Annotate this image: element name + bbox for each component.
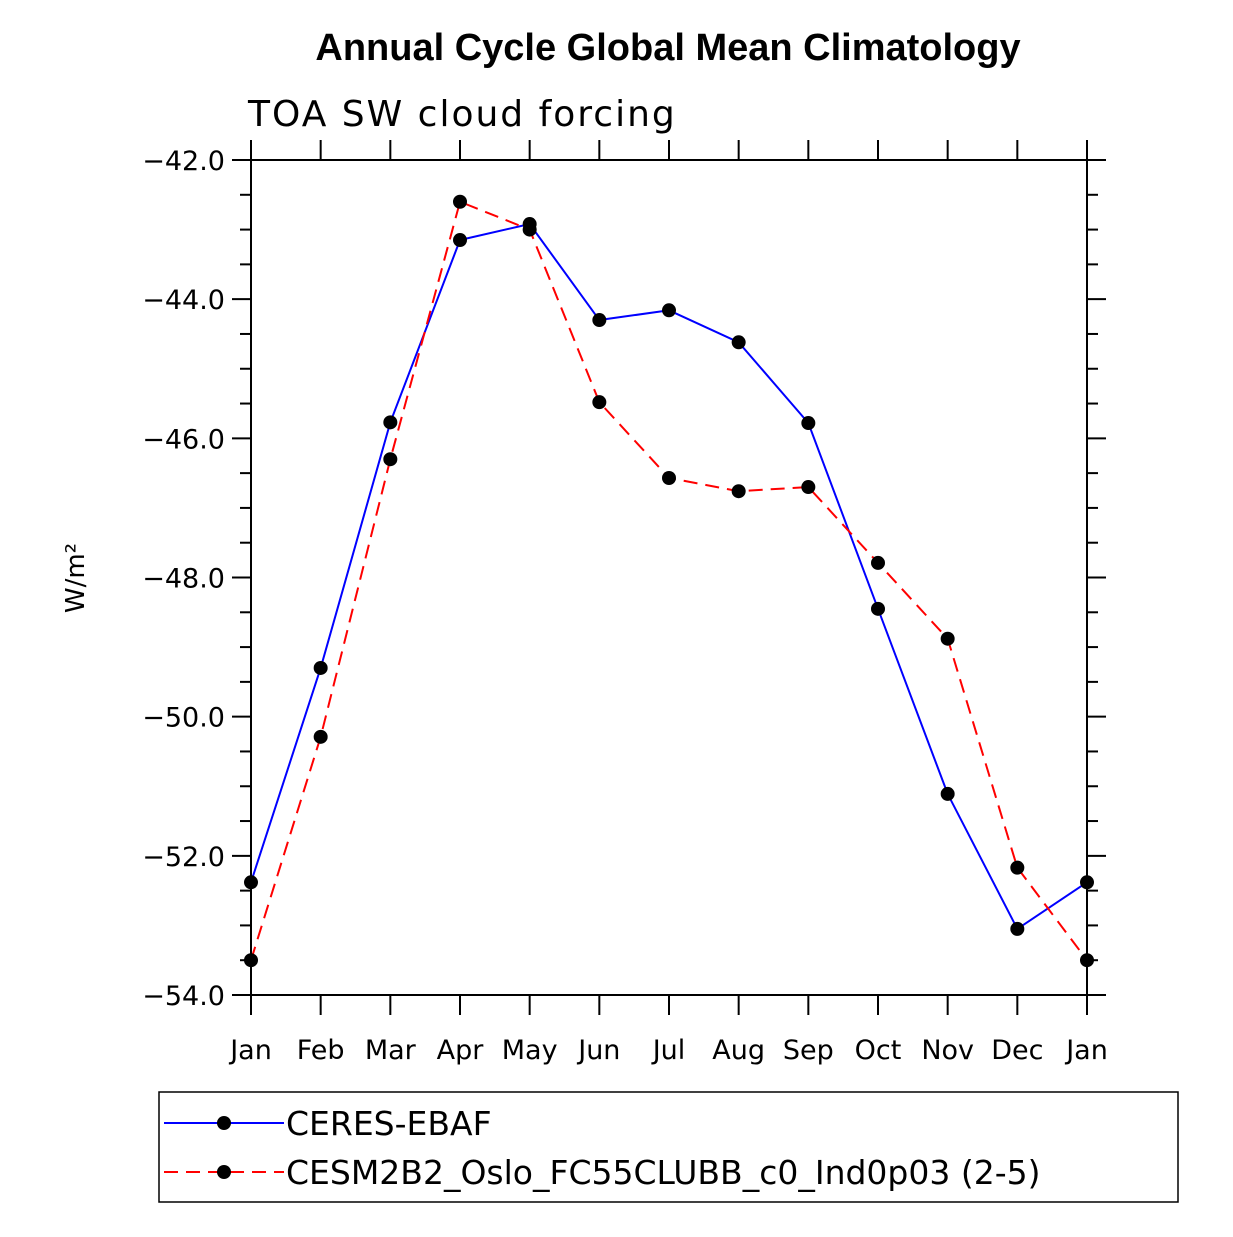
data-point-1 <box>662 470 676 485</box>
y-tick-label: −46.0 <box>142 424 225 455</box>
data-point-0 <box>383 415 398 430</box>
x-tick-label: Jan <box>228 1035 272 1066</box>
data-point-1 <box>731 484 746 499</box>
data-point-1 <box>801 480 816 495</box>
y-axis-label: W/m² <box>61 543 91 613</box>
x-tick-label: Nov <box>921 1035 974 1066</box>
data-point-1 <box>1080 953 1094 968</box>
data-point-0 <box>940 786 955 801</box>
data-point-1 <box>522 222 537 237</box>
data-point-0 <box>453 233 467 248</box>
data-point-1 <box>244 953 258 968</box>
data-point-0 <box>1010 921 1025 936</box>
data-point-0 <box>313 660 328 675</box>
data-point-0 <box>731 335 746 350</box>
data-point-1 <box>592 395 607 410</box>
x-tick-label: Sep <box>783 1035 834 1066</box>
y-tick-label: −44.0 <box>142 285 225 316</box>
y-tick-label: −54.0 <box>142 981 225 1012</box>
legend-box <box>158 1091 1179 1203</box>
data-point-1 <box>1010 860 1025 875</box>
x-tick-label: Mar <box>365 1035 417 1066</box>
legend: CERES-EBAF CESM2B2_Oslo_FC55CLUBB_c0_Ind… <box>158 1091 1179 1203</box>
data-point-0 <box>1080 875 1094 890</box>
x-tick-label: Apr <box>437 1035 485 1066</box>
data-point-1 <box>940 631 955 646</box>
data-point-1 <box>313 729 328 744</box>
chart-subtitle: TOA SW cloud forcing <box>247 94 677 135</box>
data-point-0 <box>244 875 258 890</box>
x-tick-label: Oct <box>855 1035 902 1066</box>
chart-title: Annual Cycle Global Mean Climatology <box>315 27 1020 69</box>
legend-label-model: CESM2B2_Oslo_FC55CLUBB_c0_Ind0p03 (2-5) <box>286 1153 1041 1192</box>
x-tick-label: Dec <box>991 1035 1043 1066</box>
legend-label-ceres: CERES-EBAF <box>286 1104 492 1143</box>
data-point-0 <box>801 416 816 431</box>
y-tick-label: −52.0 <box>142 842 225 873</box>
x-tick-label: Feb <box>297 1035 345 1066</box>
x-tick-label: Aug <box>712 1035 765 1066</box>
legend-marker-ceres <box>217 1116 231 1130</box>
x-tick-label: May <box>502 1035 558 1066</box>
x-tick-label: Jan <box>1064 1035 1108 1066</box>
data-point-0 <box>662 303 676 318</box>
x-tick-label: Jun <box>576 1035 620 1066</box>
y-tick-label: −48.0 <box>142 564 225 595</box>
legend-marker-model <box>217 1165 231 1179</box>
data-point-1 <box>453 194 467 209</box>
data-point-1 <box>871 555 885 570</box>
x-tick-label: Jul <box>651 1035 686 1066</box>
data-point-0 <box>592 313 607 328</box>
data-point-0 <box>871 601 885 616</box>
series-line-0 <box>250 222 1088 931</box>
plot-frame <box>250 159 1088 996</box>
data-point-1 <box>383 452 398 467</box>
y-tick-label: −50.0 <box>142 703 225 734</box>
y-tick-label: −42.0 <box>142 146 225 177</box>
